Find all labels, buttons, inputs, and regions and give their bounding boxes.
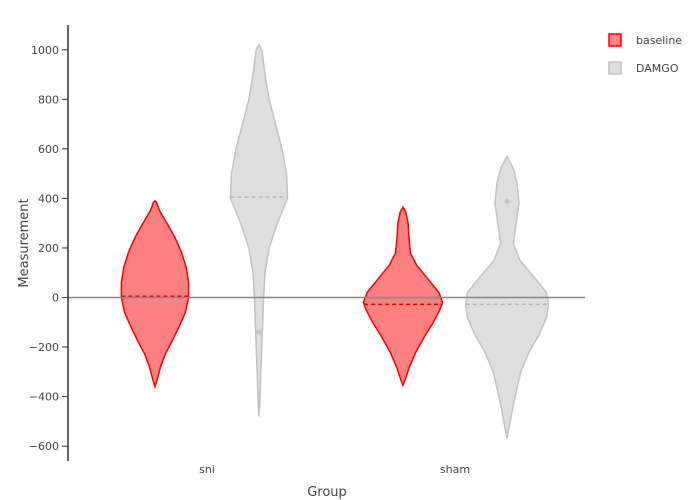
legend-label-baseline: baseline [636, 34, 682, 47]
x-axis-title: Group [307, 485, 347, 500]
x-tick-label-sham: sham [440, 463, 470, 476]
y-axis-ticks: −600 −400 −200 0 200 400 600 800 1000 [29, 44, 68, 453]
legend-swatch-DAMGO [608, 61, 622, 75]
violin-DAMGO-sni [229, 43, 289, 417]
outlier-point [256, 329, 262, 335]
outlier-point [504, 198, 510, 204]
violin-baseline-sni [120, 199, 190, 390]
y-axis-title: Measurement [17, 198, 32, 287]
legend: baseline DAMGO [608, 33, 682, 75]
y-tick-label: −200 [29, 341, 59, 354]
y-tick-label: 800 [38, 93, 59, 106]
x-axis-ticks: sni sham [199, 463, 470, 476]
plot-area [68, 43, 585, 439]
y-tick-label: 600 [38, 143, 59, 156]
legend-swatch-baseline [608, 33, 622, 47]
y-tick-label: 400 [38, 192, 59, 205]
y-tick-label: 1000 [31, 44, 59, 57]
y-tick-label: 0 [52, 292, 59, 305]
y-tick-label: −400 [29, 391, 59, 404]
x-tick-label-sni: sni [199, 463, 215, 476]
y-tick-label: 200 [38, 242, 59, 255]
legend-label-DAMGO: DAMGO [636, 62, 679, 75]
violin-baseline-sham [362, 205, 444, 388]
y-tick-label: −600 [29, 440, 59, 453]
